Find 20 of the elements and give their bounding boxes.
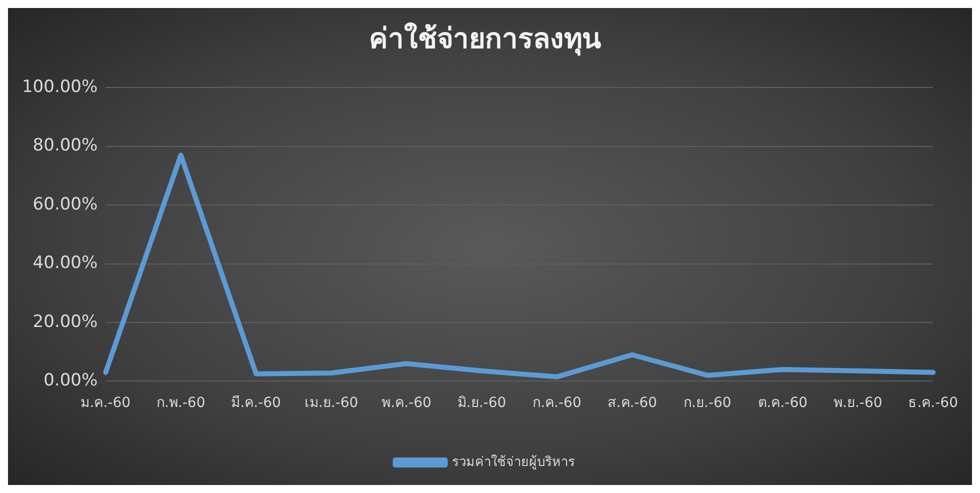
x-tick-label: มิ.ย.-60: [457, 395, 506, 412]
chart-title: ค่าใช้จ่ายการลงทุน: [369, 22, 601, 56]
y-tick-label: 60.00%: [32, 194, 98, 214]
x-tick-label: พ.ย.-60: [834, 395, 882, 412]
x-tick-label: ต.ค.-60: [758, 395, 808, 412]
y-tick-label: 100.00%: [22, 77, 98, 98]
x-tick-label: ก.ค.-60: [532, 395, 582, 412]
x-tick-label: พ.ค.-60: [382, 395, 432, 412]
x-tick-label: มี.ค.-60: [231, 395, 281, 412]
y-tick-label: 0.00%: [44, 370, 98, 391]
y-tick-label: 20.00%: [32, 312, 98, 332]
y-tick-label: 80.00%: [32, 136, 98, 156]
x-tick-label: ม.ค.-60: [80, 395, 131, 412]
legend-label: รวมค่าใช้จ่ายผู้บริหาร: [452, 454, 575, 470]
y-tick-label: 40.00%: [32, 253, 98, 274]
x-tick-label: ก.พ.-60: [156, 395, 206, 412]
x-tick-label: ธ.ค.-60: [908, 395, 958, 412]
x-tick-label: ส.ค.-60: [607, 395, 658, 412]
x-tick-label: ก.ย.-60: [684, 395, 732, 412]
x-tick-label: เม.ย.-60: [304, 395, 358, 412]
